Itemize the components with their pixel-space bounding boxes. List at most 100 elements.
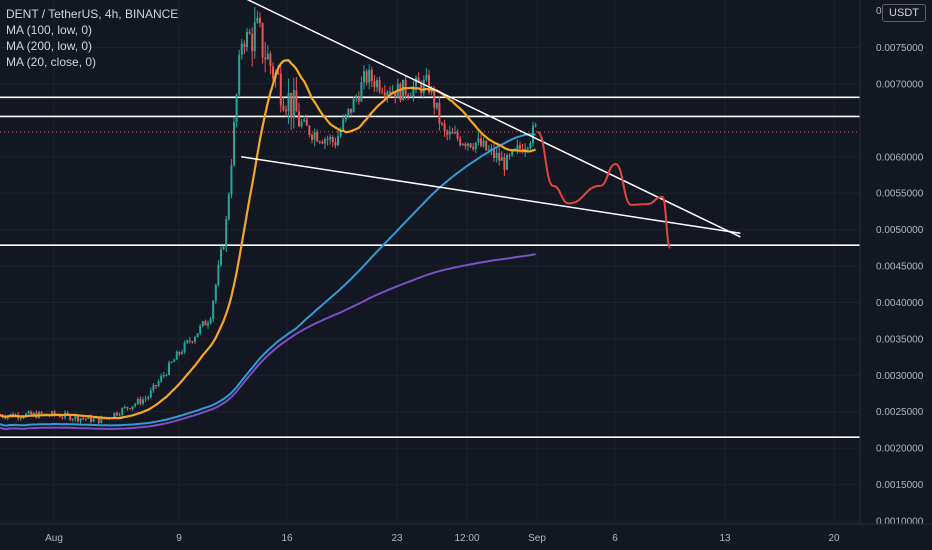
ma20-legend[interactable]: MA (20, close, 0) (6, 55, 97, 69)
candle-body (181, 352, 183, 354)
candle-body (175, 351, 178, 360)
candle-body (344, 114, 347, 120)
candle-body (199, 325, 202, 334)
candle-body (329, 136, 332, 140)
candle-body (534, 125, 537, 127)
candle-body (386, 91, 389, 96)
candle-body (399, 83, 402, 101)
candle-body (438, 102, 441, 124)
candle-body (428, 74, 430, 93)
candle-body (113, 412, 116, 418)
candle-body (123, 406, 126, 409)
candle-body (259, 18, 261, 24)
ma100-legend[interactable]: MA (100, low, 0) (6, 23, 93, 37)
candle-body (82, 418, 85, 420)
candle-body (376, 79, 378, 88)
candle-body (79, 418, 82, 422)
trendlines (241, 0, 741, 238)
candle-body (506, 155, 508, 170)
candle-body (32, 412, 35, 415)
candle-body (516, 145, 519, 149)
candle-body (295, 90, 298, 112)
candle-body (227, 194, 230, 220)
candles (0, 6, 537, 425)
candle-body (71, 419, 74, 421)
price-tick-label: 0.0060000 (876, 152, 924, 163)
price-axis-bg (860, 0, 932, 550)
candle-body (498, 152, 501, 161)
candle-body (303, 119, 306, 122)
price-tick-label: 0.0070000 (876, 79, 924, 90)
price-tick-label: 0. (876, 6, 884, 17)
time-tick-label: Aug (45, 533, 63, 544)
candle-body (147, 396, 150, 399)
candle-body (126, 406, 129, 409)
candle-body (238, 54, 241, 95)
candle-body (225, 219, 228, 247)
candle-body (324, 139, 326, 144)
candle-body (370, 69, 373, 82)
candle-body (266, 53, 269, 60)
candle-body (485, 140, 488, 151)
candle-body (519, 145, 521, 149)
candle-body (253, 22, 256, 52)
candle-body (326, 139, 329, 141)
candle-body (261, 23, 264, 58)
time-tick-label: 9 (176, 533, 182, 544)
candle-body (459, 138, 462, 146)
candle-body (217, 264, 220, 285)
candle-body (58, 415, 61, 418)
candle-body (331, 136, 334, 142)
price-tick-label: 0.0020000 (876, 444, 924, 455)
trendline-upper (246, 0, 741, 238)
price-tick-label: 0.0075000 (876, 43, 924, 54)
candle-body (251, 33, 254, 52)
candle-body (40, 412, 43, 415)
candle-body (500, 157, 503, 161)
candle-body (69, 414, 72, 421)
candle-body (160, 375, 163, 382)
candle-body (77, 415, 79, 422)
candle-body (194, 337, 196, 342)
candle-body (347, 108, 350, 115)
candle-body (360, 82, 363, 102)
candle-body (529, 142, 532, 149)
candle-body (168, 362, 170, 375)
candle-body (292, 90, 295, 118)
candle-body (454, 132, 456, 134)
candle-body (446, 131, 449, 135)
candle-body (149, 390, 152, 397)
candle-body (196, 333, 199, 338)
candle-body (279, 73, 282, 106)
candle-body (422, 79, 425, 94)
candle-body (467, 143, 469, 146)
chart-legend: DENT / TetherUS, 4h, BINANCE MA (100, lo… (6, 6, 178, 70)
candle-body (402, 79, 404, 101)
candle-body (131, 406, 134, 410)
price-axis[interactable]: 0.0010000 0.0015000 0.0020000 0.0025000 0.00… (859, 0, 932, 550)
ma20-line (0, 59, 536, 420)
candle-body (136, 398, 139, 404)
candle-body (381, 91, 384, 93)
candle-body (248, 32, 251, 34)
candle-body (155, 385, 157, 387)
candle-body (230, 165, 233, 195)
currency-button[interactable]: USDT (882, 4, 926, 22)
candle-body (503, 157, 506, 170)
candle-body (282, 105, 285, 110)
candle-body (425, 74, 428, 80)
candle-body (368, 69, 371, 83)
symbol-title[interactable]: DENT / TetherUS, 4h, BINANCE (6, 7, 179, 21)
price-tick-label: 0.0035000 (876, 334, 924, 345)
candle-body (300, 121, 303, 127)
ma200-legend[interactable]: MA (200, low, 0) (6, 39, 93, 53)
candle-body (272, 66, 274, 79)
time-tick-label: Sep (528, 533, 546, 544)
candle-body (235, 94, 238, 123)
time-axis[interactable]: Aug 9 16 23 12:00 Sep 6 13 20 (0, 523, 932, 550)
candle-body (30, 411, 33, 415)
trendline-lower (241, 156, 741, 234)
candle-body (61, 417, 64, 419)
candle-body (277, 72, 280, 74)
